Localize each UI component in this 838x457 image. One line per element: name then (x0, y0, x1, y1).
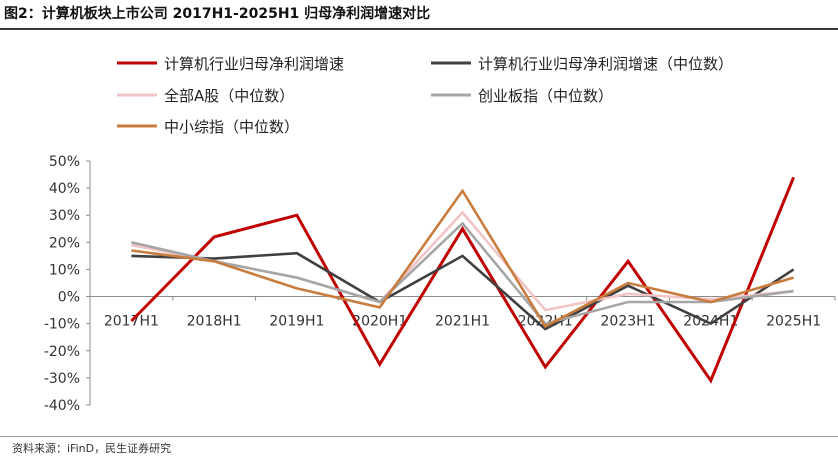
series-line-2 (131, 251, 795, 331)
y-tick-label: 30% (49, 208, 80, 224)
title-bar (0, 0, 838, 30)
x-tick-label: 2020H1 (352, 314, 407, 330)
y-tick-label: -20% (44, 344, 80, 360)
legend-label: 创业板指（中位数） (478, 87, 613, 105)
x-tick-label: 2019H1 (269, 314, 324, 330)
y-tick-label: -10% (44, 317, 80, 333)
line-chart: 计算机行业归母净利润增速 计算机行业归母净利润增速（中位数） 全部A股（中位数） 创业… (44, 55, 836, 414)
y-tick-label: 20% (49, 235, 80, 251)
y-tick-label: 40% (49, 181, 80, 197)
series-lines (130, 176, 795, 384)
series-line-5 (131, 188, 794, 329)
series-line-4 (131, 221, 794, 326)
legend-label: 中小综指（中位数） (164, 118, 299, 136)
x-tick-label: 2021H1 (435, 314, 490, 330)
series-line-1 (130, 176, 795, 384)
x-tick-label: 2025H1 (766, 314, 821, 330)
y-axis: -40% -30% -20% -10% 0% 10% 20% 30% 40% 50% (44, 154, 91, 414)
y-tick-label: 0% (58, 290, 80, 306)
x-tick-label: 2018H1 (187, 314, 242, 330)
legend-label: 计算机行业归母净利润增速（中位数） (478, 55, 733, 73)
legend-label: 全部A股（中位数） (164, 87, 294, 105)
figure-title: 图2：计算机板块上市公司 2017H1-2025H1 归母净利润增速对比 (4, 6, 431, 22)
x-tick-label: 2017H1 (104, 314, 159, 330)
y-tick-label: -40% (44, 398, 80, 414)
legend-label: 计算机行业归母净利润增速 (164, 55, 344, 73)
x-tick-label: 2023H1 (601, 314, 656, 330)
y-tick-label: 50% (49, 154, 80, 170)
legend: 计算机行业归母净利润增速 计算机行业归母净利润增速（中位数） 全部A股（中位数） 创业… (117, 55, 733, 136)
source-note: 资料来源：iFinD，民生证券研究 (12, 442, 172, 455)
y-tick-label: 10% (49, 262, 80, 278)
y-tick-label: -30% (44, 371, 80, 387)
x-axis: 2017H1 2018H1 2019H1 2020H1 2021H1 2022H1 2023… (89, 296, 836, 330)
source-divider (0, 436, 838, 437)
